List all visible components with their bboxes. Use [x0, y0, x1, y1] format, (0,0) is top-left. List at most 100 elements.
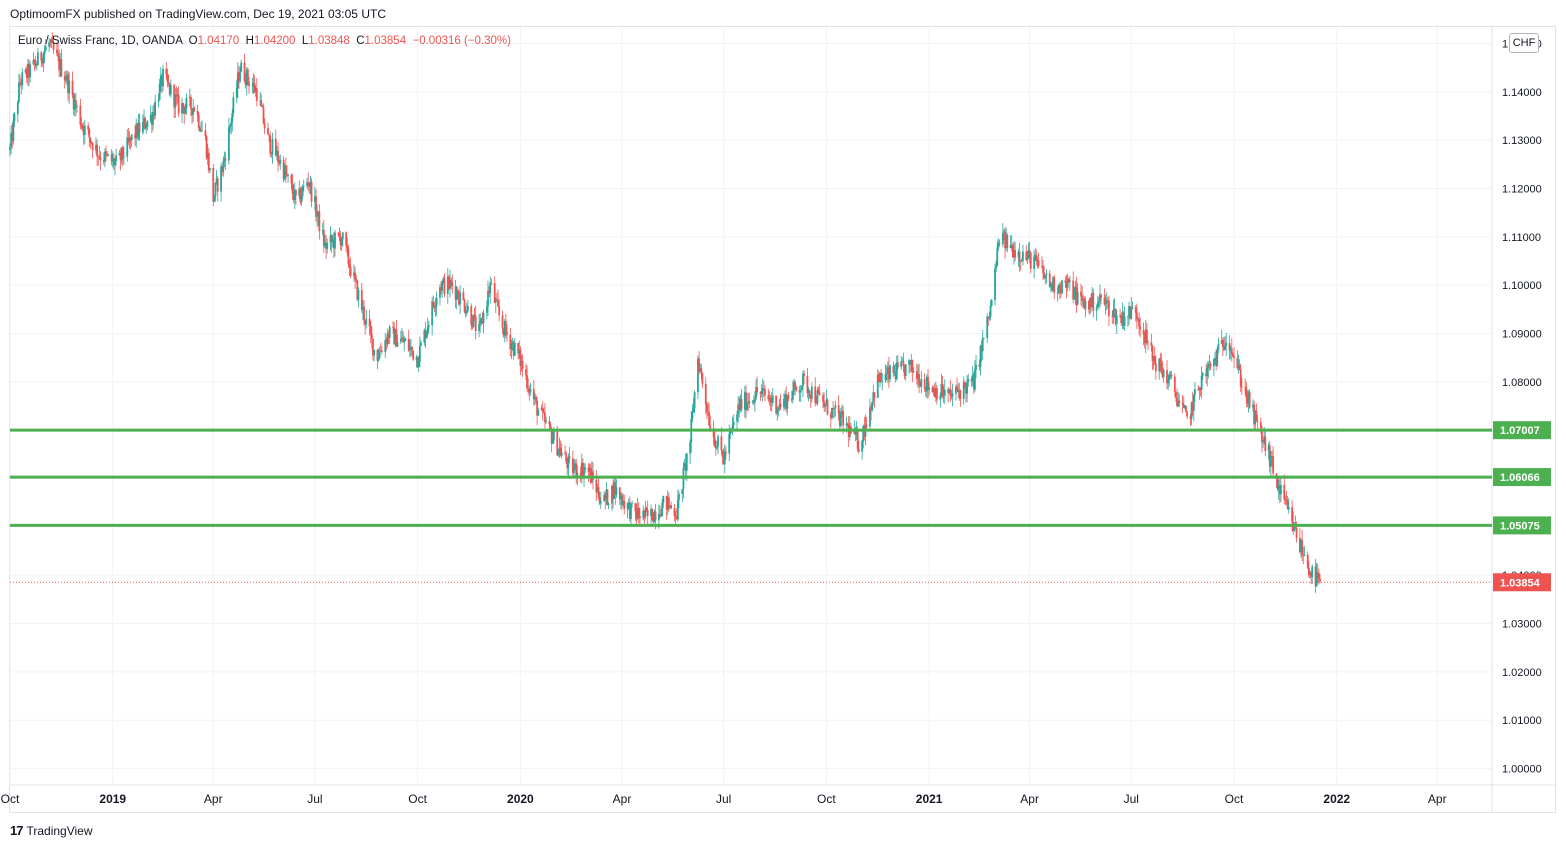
x-tick-label: Apr [613, 792, 632, 806]
candle-body [634, 503, 637, 512]
candle-body [1112, 309, 1115, 317]
candle-body [271, 138, 274, 155]
candle-body [465, 310, 468, 314]
candle-body [1052, 277, 1054, 291]
candle-body [1254, 410, 1257, 425]
candle-body [1073, 296, 1076, 300]
candle-body [263, 123, 266, 129]
candle-body [981, 338, 984, 352]
candle-body [714, 446, 717, 449]
candle-body [1096, 303, 1099, 308]
candle-body [89, 137, 92, 143]
candle-body [239, 71, 241, 82]
candle-body [1201, 373, 1204, 376]
tradingview-footer: 17 TradingView [10, 823, 93, 838]
candle-body [842, 410, 845, 426]
candle-body [589, 468, 592, 483]
candle-body [1139, 326, 1142, 330]
candle-body [207, 152, 210, 171]
candle-body [200, 130, 202, 132]
candle-body [1089, 297, 1091, 310]
candle-body [974, 369, 976, 390]
high-label: H [245, 35, 254, 47]
candle-body [622, 500, 625, 505]
candle-body [511, 342, 514, 344]
candle-body [276, 150, 278, 156]
candle-body [261, 106, 264, 108]
candle-body [301, 186, 304, 197]
candle-body [216, 178, 219, 192]
candle-body [50, 39, 53, 43]
candle-body [743, 392, 746, 410]
candle-body [159, 75, 162, 84]
level-price-label: 1.07007 [1500, 425, 1540, 437]
candle-body [536, 400, 539, 416]
candle-body [998, 243, 1001, 245]
candle-body [1287, 507, 1290, 510]
candle-body [415, 356, 418, 360]
candles [9, 32, 1321, 593]
candle-body [440, 287, 442, 291]
candle-body [612, 485, 614, 499]
candle-body [363, 306, 365, 321]
candle-body [856, 431, 859, 449]
candle-body [970, 378, 973, 382]
candle-body [1131, 307, 1134, 309]
candle-body [643, 510, 646, 517]
candle-body [673, 508, 676, 517]
candle-body [168, 83, 171, 95]
candle-body [901, 361, 904, 362]
candle-body [353, 272, 355, 276]
candle-body [253, 83, 256, 93]
candle-body [790, 398, 793, 400]
currency-button[interactable]: CHF [1509, 33, 1539, 53]
candle-body [978, 364, 981, 367]
candle-body [931, 387, 934, 392]
candle-body [1029, 252, 1032, 269]
candle-body [137, 122, 140, 138]
tradingview-brand: TradingView [26, 823, 93, 838]
candle-body [112, 158, 115, 166]
candle-body [278, 161, 281, 164]
candle-body [471, 324, 474, 328]
candle-body [1151, 345, 1154, 361]
candle-body [262, 107, 265, 124]
candle-body [1170, 374, 1173, 377]
candle-body [488, 290, 491, 294]
candle-body [487, 290, 489, 307]
candle-body [90, 142, 93, 144]
candle-body [370, 333, 373, 339]
candle-body [571, 458, 574, 473]
candle-body [716, 445, 718, 449]
candle-body [956, 386, 958, 390]
candle-body [372, 338, 374, 356]
candle-body [1286, 501, 1289, 510]
candle-body [1191, 402, 1194, 411]
candle-body [1035, 255, 1038, 261]
candle-body [401, 337, 403, 339]
candle-body [449, 279, 451, 289]
candle-body [29, 64, 32, 78]
candle-body [518, 349, 521, 354]
candle-body [1228, 342, 1231, 351]
candle-body [40, 52, 43, 61]
candle-body [165, 68, 168, 75]
candle-body [1143, 334, 1146, 344]
candle-body [705, 404, 708, 413]
candle-body [121, 147, 124, 157]
candle-body [542, 411, 545, 413]
candle-body [846, 423, 849, 425]
candle-body [1198, 387, 1201, 390]
candle-body [544, 412, 546, 423]
candle-body [489, 282, 492, 294]
candle-body [318, 211, 321, 232]
candle-body [768, 398, 771, 400]
candle-body [551, 440, 554, 444]
candle-body [1017, 251, 1020, 258]
candle-body [759, 392, 762, 394]
candle-body [857, 448, 860, 452]
candle-body [80, 124, 83, 126]
candle-body [20, 82, 23, 86]
candle-body [927, 376, 929, 390]
